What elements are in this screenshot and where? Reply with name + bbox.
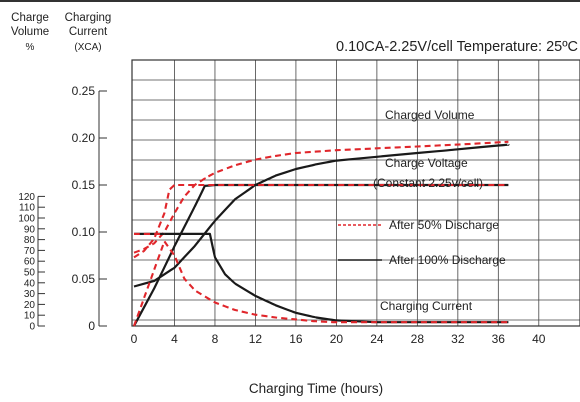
x-tick-label: 4: [171, 332, 178, 346]
current-tick-label: 0.05: [72, 272, 96, 286]
volume-header-line3: %: [26, 42, 35, 53]
volume-header-line1: Charge: [11, 12, 49, 24]
current-tick-label: 0.10: [72, 225, 96, 239]
series-line-after-50-1: [133, 140, 509, 254]
plot-frame: [131, 59, 580, 327]
current-tick-label: 0.15: [72, 178, 96, 192]
chart-series: [133, 140, 510, 327]
current-tick-label: 0.25: [72, 84, 96, 98]
x-tick-label: 24: [370, 332, 384, 346]
volume-tick-label: 70: [24, 246, 36, 257]
volume-tick-label: 100: [18, 214, 35, 225]
volume-tick-label: 60: [24, 257, 36, 268]
current-header-line1: Charging: [65, 12, 112, 24]
x-tick-label: 12: [249, 332, 263, 346]
x-tick-label: 16: [289, 332, 303, 346]
x-tick-label: 28: [411, 332, 425, 346]
x-tick-label: 40: [532, 332, 546, 346]
current-axis: 0 0.05 0.10 0.15 0.20 0.25: [72, 84, 107, 333]
annotation-charged-volume: Charged Volume: [385, 108, 475, 122]
plot-grid: [132, 60, 580, 326]
x-axis-label: Charging Time (hours): [249, 381, 383, 396]
x-tick-label: 0: [131, 332, 138, 346]
current-tick-label: 0.20: [72, 131, 96, 145]
series-line-after-100-0: [133, 143, 510, 288]
volume-tick-label: 40: [24, 278, 36, 289]
current-tick-label: 0: [88, 319, 95, 333]
volume-tick-label: 110: [19, 203, 35, 214]
current-header-line3: (XCA): [74, 42, 101, 53]
volume-header-line2: Volume: [11, 26, 49, 38]
volume-tick-label: 0: [29, 322, 35, 333]
x-tick-labels: 0 4 8 12 16 20 24 28 32 36 40: [131, 332, 546, 346]
annotation-charge-voltage: Charge Voltage: [385, 156, 468, 170]
volume-tick-label: 120: [18, 192, 35, 203]
x-tick-label: 32: [451, 332, 465, 346]
annotation-charging-current: Charging Current: [380, 299, 473, 313]
series-line-after-50-5: [133, 240, 509, 327]
volume-tick-label: 30: [24, 289, 36, 300]
x-tick-label: 8: [212, 332, 219, 346]
volume-tick-label: 20: [24, 300, 36, 311]
legend-label-50: After 50% Discharge: [389, 218, 499, 232]
volume-tick-label: 90: [24, 224, 36, 235]
chart-legend: After 50% Discharge After 100% Discharge: [338, 218, 506, 267]
plot-axes: [131, 59, 580, 327]
volume-tick-label: 10: [24, 311, 36, 322]
current-header-line2: Current: [69, 26, 108, 38]
legend-label-100: After 100% Discharge: [389, 253, 506, 267]
x-tick-label: 20: [330, 332, 344, 346]
series-line-after-100-4: [133, 232, 509, 324]
volume-tick-label: 50: [24, 268, 36, 279]
x-tick-label: 36: [492, 332, 506, 346]
volume-tick-label: 80: [24, 235, 36, 246]
annotation-constant-voltage: (Constant 2.25v/cell): [373, 176, 483, 190]
chart-title: 0.10CA-2.25V/cell Temperature: 25ºC: [336, 39, 578, 55]
series-line-after-50-3: [133, 183, 509, 259]
